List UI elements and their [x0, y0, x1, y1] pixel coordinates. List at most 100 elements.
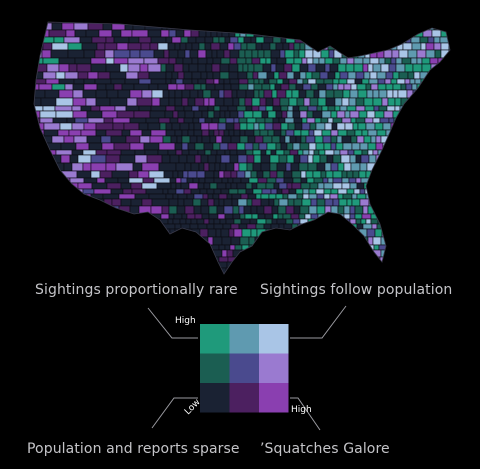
county-tile — [78, 213, 91, 220]
county-tile — [438, 244, 445, 251]
county-tile — [270, 63, 277, 73]
county-tile — [76, 198, 91, 207]
county-tile — [71, 256, 82, 263]
county-tile — [341, 135, 352, 144]
county-tile — [34, 188, 45, 195]
county-tile — [404, 236, 413, 246]
county-tile — [391, 49, 400, 59]
county-tile — [141, 267, 152, 274]
county-tile — [228, 71, 239, 80]
county-tile — [109, 97, 128, 107]
county-tile — [198, 42, 206, 51]
county-tile — [150, 78, 167, 85]
county-tile — [39, 110, 57, 119]
county-tile — [425, 261, 435, 269]
county-tile — [346, 105, 357, 112]
county-tile — [323, 188, 332, 195]
county-tile — [204, 170, 215, 179]
county-tile — [233, 218, 242, 225]
county-tile — [361, 149, 369, 156]
county-tile — [90, 170, 101, 179]
county-tile — [170, 236, 177, 246]
county-tile — [434, 188, 445, 195]
county-tile — [130, 218, 140, 225]
county-tile — [353, 149, 363, 156]
county-tile — [345, 63, 355, 73]
county-tile — [199, 188, 208, 195]
county-tile — [150, 36, 167, 44]
county-tile — [273, 71, 280, 80]
county-tile — [172, 193, 179, 200]
county-tile — [310, 249, 321, 258]
county-tile — [269, 42, 277, 51]
county-tile — [446, 71, 450, 80]
county-tile — [425, 78, 434, 85]
county-tile — [91, 267, 107, 274]
county-tile — [358, 256, 365, 263]
county-tile — [281, 256, 288, 263]
county-tile — [293, 205, 301, 215]
county-tile — [346, 170, 354, 179]
county-tile — [316, 205, 326, 215]
county-tile — [111, 170, 130, 179]
county-tile — [288, 22, 296, 31]
county-tile — [448, 105, 450, 112]
county-tile — [245, 57, 253, 65]
county-tile — [437, 198, 446, 207]
county-tile — [250, 170, 258, 179]
county-tile — [295, 83, 304, 91]
county-tile — [87, 22, 104, 31]
county-tile — [374, 267, 382, 274]
county-tile — [63, 162, 73, 172]
county-tile — [80, 105, 92, 112]
county-tile — [298, 228, 307, 238]
county-tile — [335, 256, 345, 263]
county-tile — [196, 170, 206, 179]
county-tile — [330, 256, 337, 263]
county-tile — [313, 89, 320, 99]
county-tile — [447, 129, 450, 137]
county-tile — [363, 71, 371, 80]
county-tile — [332, 117, 343, 124]
county-tile — [250, 249, 260, 258]
county-tile — [159, 97, 170, 107]
county-tile — [362, 36, 372, 44]
county-tile — [307, 105, 318, 112]
county-tile — [105, 63, 121, 73]
county-tile — [213, 110, 221, 119]
county-tile — [367, 261, 374, 269]
county-tile — [378, 42, 385, 51]
county-tile — [80, 256, 95, 263]
county-tile — [52, 267, 64, 274]
county-tile — [411, 236, 420, 246]
county-tile — [228, 22, 236, 31]
county-tile — [319, 249, 328, 258]
county-tile — [209, 182, 218, 190]
county-tile — [165, 36, 173, 44]
county-tile — [380, 267, 391, 274]
county-tile — [257, 177, 268, 184]
county-tile — [332, 78, 340, 85]
county-tile — [165, 267, 175, 274]
county-tile — [347, 149, 355, 156]
county-tile — [306, 110, 314, 119]
county-tile — [326, 154, 334, 164]
county-tile — [278, 198, 289, 207]
county-tile — [366, 228, 376, 238]
county-tile — [175, 29, 185, 38]
county-tiles — [34, 22, 450, 274]
county-tile — [273, 182, 280, 190]
county-tile — [183, 105, 193, 112]
county-tile — [192, 117, 200, 124]
county-tile — [355, 244, 365, 251]
county-tile — [262, 170, 271, 179]
county-tile — [229, 154, 239, 164]
county-tile — [421, 198, 430, 207]
county-tile — [229, 244, 236, 251]
county-tile — [378, 177, 385, 184]
county-tile — [335, 249, 342, 258]
county-tile — [305, 71, 313, 80]
county-tile — [422, 154, 433, 164]
county-tile — [404, 170, 411, 179]
county-tile — [408, 122, 419, 131]
